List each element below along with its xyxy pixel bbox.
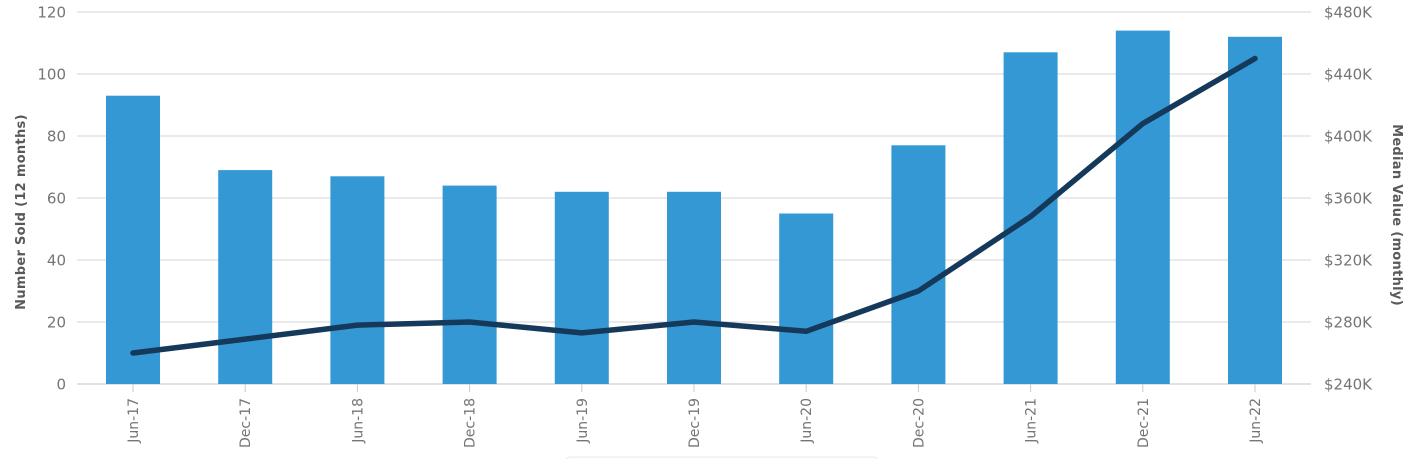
right-tick-label: $360K xyxy=(1324,190,1373,208)
left-tick-label: 20 xyxy=(47,314,66,332)
x-tick-label: Dec-18 xyxy=(463,398,479,448)
left-axis-title: Number Sold (12 months) xyxy=(14,114,29,310)
bar-Jun-22[interactable] xyxy=(1228,36,1282,385)
left-tick-label: 120 xyxy=(37,4,66,22)
bar-series xyxy=(106,30,1282,385)
right-tick-label: $400K xyxy=(1324,128,1373,146)
x-tick-label: Jun-18 xyxy=(350,398,366,444)
bar-Dec-20[interactable] xyxy=(891,145,946,384)
bar-Jun-17[interactable] xyxy=(106,95,160,384)
line-series xyxy=(130,55,1258,356)
left-axis-tick-labels: 0 20 40 60 80 100 120 xyxy=(37,4,66,394)
bar-Dec-17[interactable] xyxy=(218,170,273,384)
left-tick-label: 80 xyxy=(47,128,66,146)
bar-Jun-19[interactable] xyxy=(554,191,609,384)
left-tick-label: 40 xyxy=(47,252,66,270)
x-tick-label: Jun-17 xyxy=(126,398,142,444)
left-tick-label: 60 xyxy=(47,190,66,208)
x-tick-label: Jun-21 xyxy=(1024,398,1040,444)
right-tick-label: $240K xyxy=(1324,376,1373,394)
x-axis-tick-labels: Jun-17 Dec-17 Jun-18 Dec-18 Jun-19 Dec-19 Jun-… xyxy=(126,384,1264,448)
median-value-line[interactable] xyxy=(130,55,1258,356)
right-tick-label: $280K xyxy=(1324,314,1373,332)
right-tick-label: $440K xyxy=(1324,66,1373,84)
right-axis-title: Median Value (monthly) xyxy=(1389,124,1404,306)
x-tick-label: Jun-19 xyxy=(575,398,591,444)
x-tick-label: Dec-17 xyxy=(238,398,254,448)
x-tick-label: Jun-20 xyxy=(799,398,815,444)
bar-Dec-19[interactable] xyxy=(667,191,721,384)
x-tick-label: Dec-19 xyxy=(687,398,703,448)
x-tick-label: Dec-20 xyxy=(911,398,927,448)
bar-Jun-20[interactable] xyxy=(779,213,834,385)
right-axis-tick-labels: $240K $280K $320K $360K $400K $440K $480K xyxy=(1324,4,1373,394)
left-tick-label: 100 xyxy=(37,66,66,84)
bar-Jun-18[interactable] xyxy=(330,176,385,384)
right-tick-label: $480K xyxy=(1324,4,1373,22)
left-tick-label: 0 xyxy=(56,376,66,394)
x-tick-label: Dec-21 xyxy=(1136,398,1152,448)
x-tick-label: Jun-22 xyxy=(1248,398,1264,444)
bar-Dec-18[interactable] xyxy=(442,185,497,384)
right-tick-label: $320K xyxy=(1324,252,1373,270)
bar-Dec-21[interactable] xyxy=(1115,30,1170,384)
